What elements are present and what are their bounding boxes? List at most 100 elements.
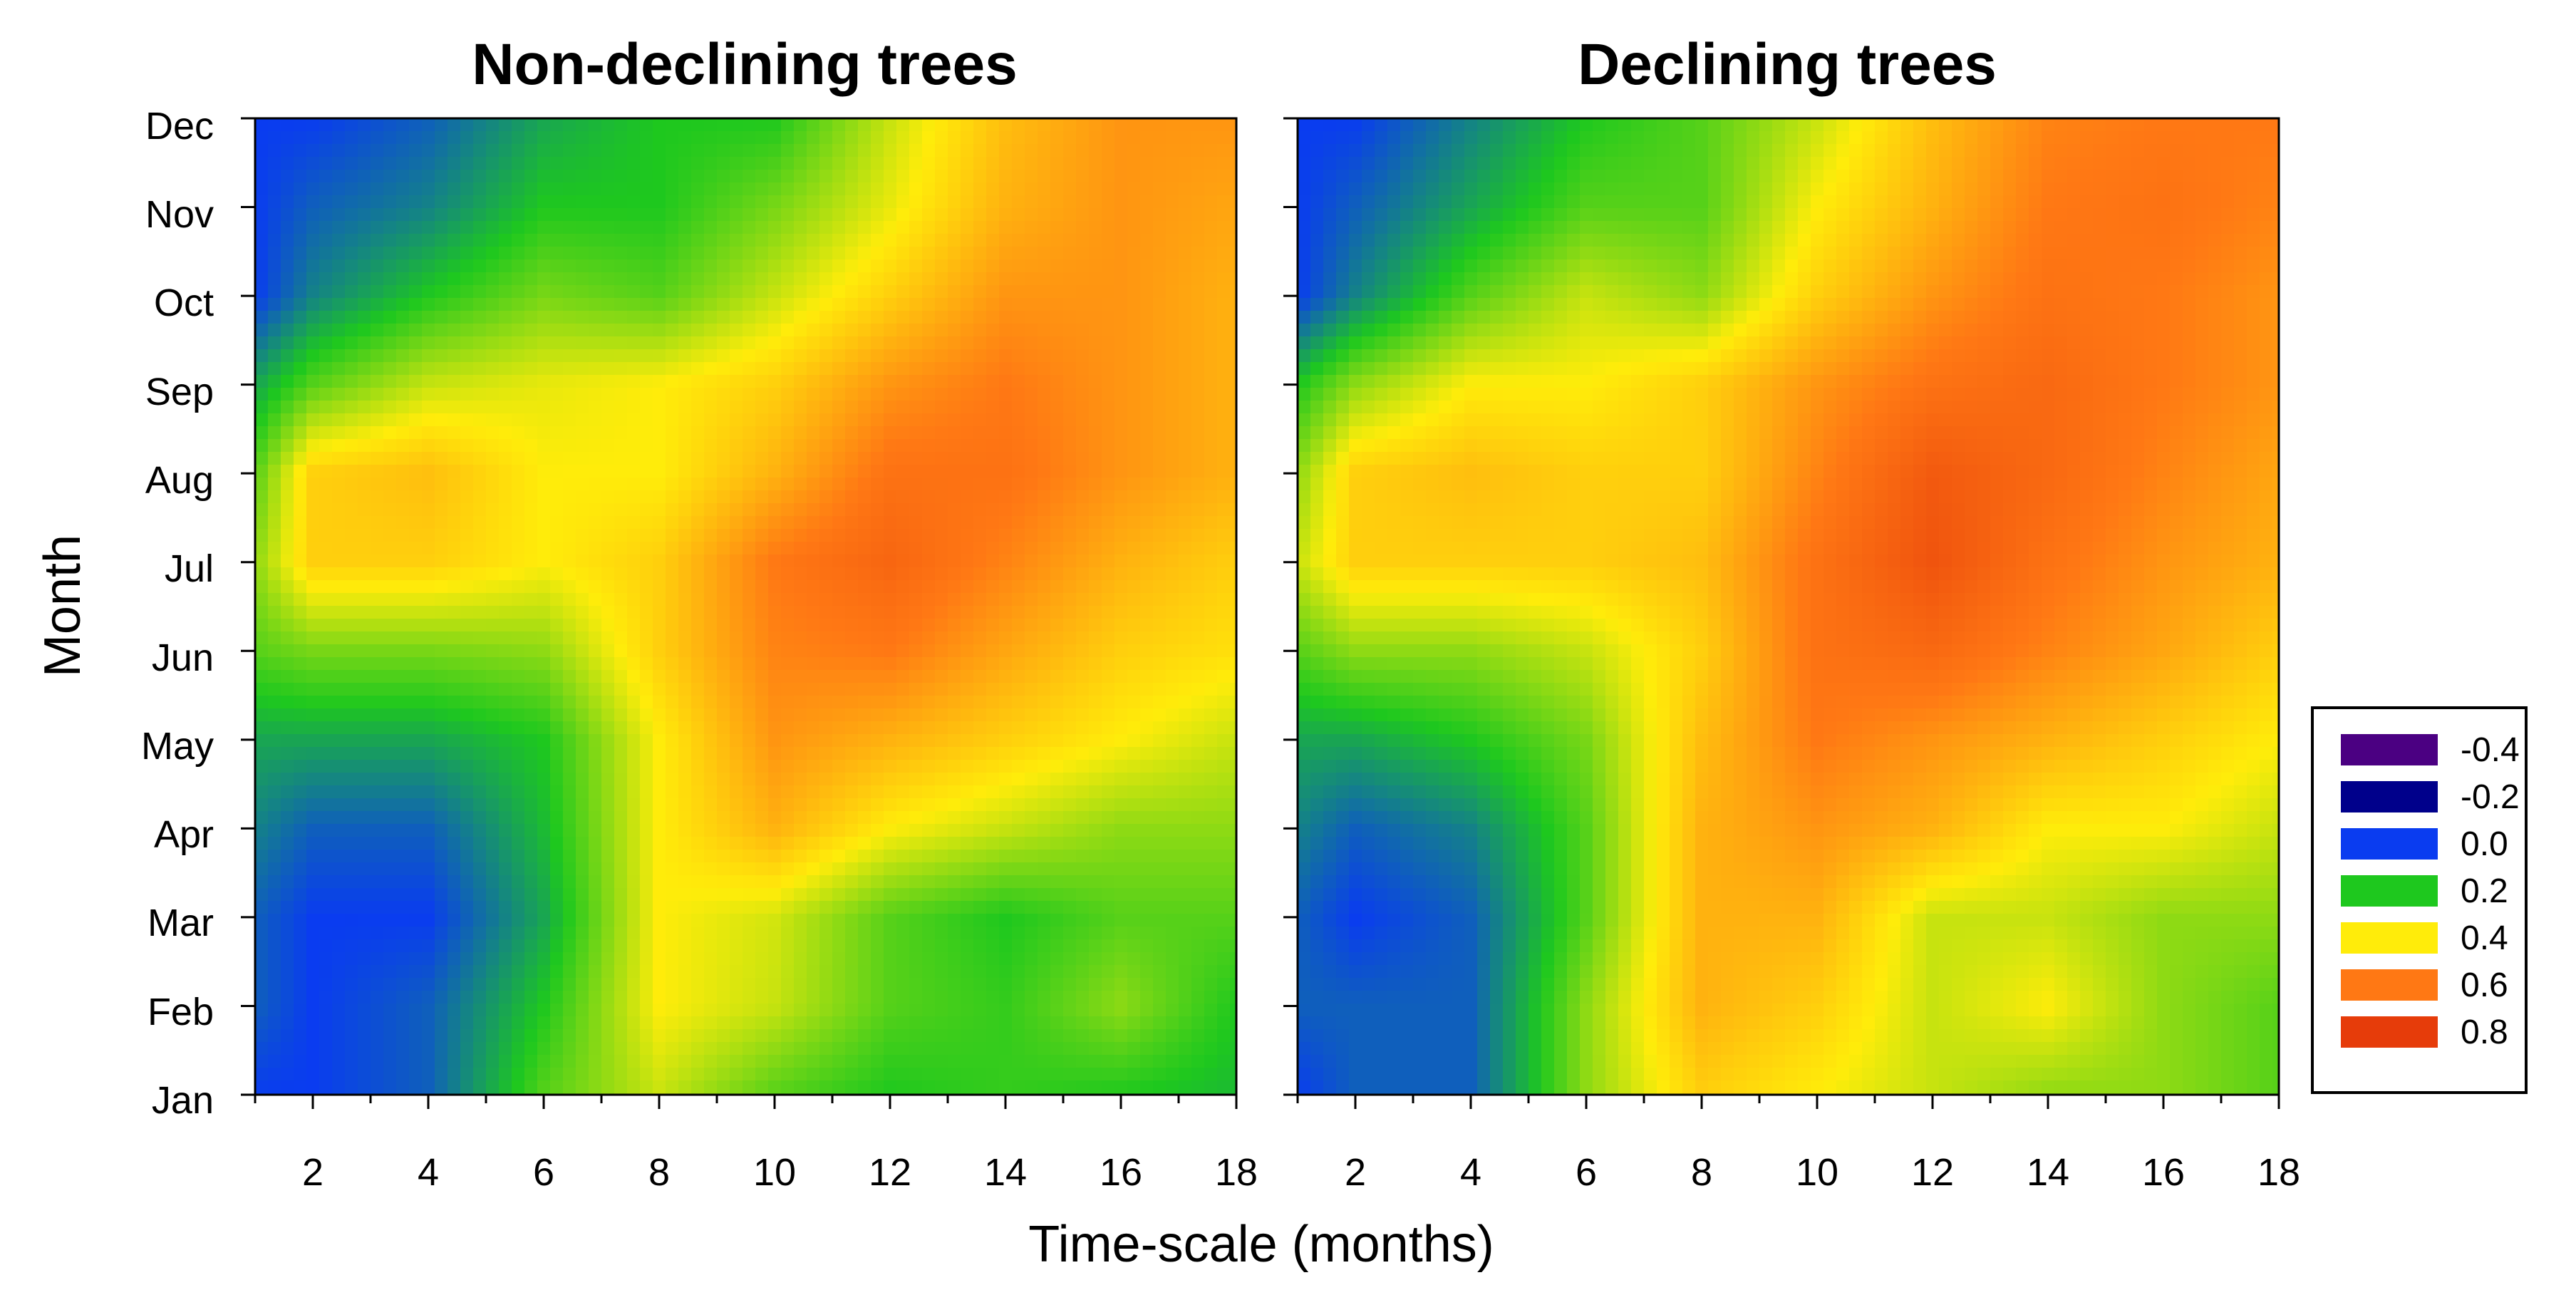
- heatmap-cell: [255, 734, 269, 748]
- heatmap-cell: [294, 850, 307, 863]
- heatmap-cell: [666, 195, 679, 209]
- heatmap-cell: [1063, 195, 1077, 209]
- heatmap-cell: [896, 670, 910, 683]
- heatmap-cell: [448, 516, 461, 530]
- heatmap-cell: [1153, 619, 1167, 632]
- heatmap-cell: [550, 285, 564, 299]
- heatmap-cell: [1025, 619, 1038, 632]
- heatmap-cell: [371, 272, 384, 286]
- heatmap-cell: [1050, 516, 1064, 530]
- heatmap-cell: [1012, 657, 1025, 671]
- heatmap-cell: [1089, 157, 1102, 170]
- heatmap-cell: [281, 696, 294, 709]
- heatmap-cell: [871, 631, 884, 645]
- heatmap-cell: [1050, 542, 1064, 555]
- heatmap-cell: [948, 888, 961, 902]
- heatmap-cell: [1127, 875, 1141, 889]
- heatmap-cell: [743, 901, 756, 914]
- heatmap-cell: [1191, 426, 1205, 440]
- heatmap-cell: [1166, 388, 1179, 401]
- heatmap-cell: [371, 798, 384, 812]
- heatmap-cell: [871, 272, 884, 286]
- heatmap-cell: [678, 157, 692, 170]
- heatmap-cell: [755, 747, 769, 760]
- heatmap-cell: [1025, 837, 1038, 850]
- heatmap-cell: [1166, 734, 1179, 748]
- heatmap-cell: [268, 721, 281, 735]
- heatmap-cell: [961, 644, 974, 658]
- heatmap-cell: [999, 593, 1013, 607]
- heatmap-cell: [1102, 375, 1115, 388]
- heatmap-cell: [999, 580, 1013, 594]
- heatmap-cell: [332, 927, 346, 940]
- heatmap-cell: [1166, 914, 1179, 927]
- heatmap-cell: [1102, 606, 1115, 619]
- heatmap-cell: [730, 785, 743, 799]
- heatmap-cell: [255, 298, 269, 311]
- heatmap-cell: [986, 375, 1000, 388]
- heatmap-cell: [1063, 465, 1077, 478]
- heatmap-cell: [1012, 298, 1025, 311]
- heatmap-cell: [640, 182, 653, 196]
- heatmap-cell: [319, 721, 333, 735]
- heatmap-cell: [768, 144, 782, 158]
- heatmap-cell: [1012, 734, 1025, 748]
- heatmap-cell: [871, 785, 884, 799]
- heatmap-cell: [871, 901, 884, 914]
- heatmap-cell: [422, 195, 435, 209]
- heatmap-cell: [345, 388, 358, 401]
- heatmap-cell: [884, 516, 897, 530]
- heatmap-cell: [537, 362, 551, 376]
- heatmap-cell: [409, 760, 423, 773]
- heatmap-cell: [1114, 413, 1128, 427]
- heatmap-cell: [1063, 657, 1077, 671]
- heatmap-cell: [1230, 375, 1237, 388]
- heatmap-cell: [781, 375, 795, 388]
- heatmap-cell: [499, 349, 512, 363]
- heatmap-cell: [1166, 465, 1179, 478]
- heatmap-cell: [1166, 234, 1179, 247]
- heatmap-cell: [755, 644, 769, 658]
- heatmap-cell: [704, 208, 718, 222]
- heatmap-cell: [1012, 631, 1025, 645]
- heatmap-cell: [345, 439, 358, 453]
- heatmap-cell: [1038, 426, 1051, 440]
- heatmap-cell: [499, 401, 512, 414]
- heatmap-cell: [294, 362, 307, 376]
- heatmap-cell: [512, 170, 525, 183]
- heatmap-cell: [755, 567, 769, 581]
- heatmap-cell: [807, 516, 820, 530]
- heatmap-cell: [268, 324, 281, 337]
- heatmap-cell: [409, 670, 423, 683]
- heatmap-cell: [794, 696, 807, 709]
- heatmap-cell: [319, 439, 333, 453]
- heatmap-cell: [986, 259, 1000, 273]
- heatmap-cell: [396, 683, 410, 696]
- heatmap-cell: [550, 824, 564, 837]
- heatmap-cell: [1217, 901, 1231, 914]
- heatmap-cell: [1166, 644, 1179, 658]
- heatmap-cell: [268, 465, 281, 478]
- heatmap-cell: [922, 413, 936, 427]
- heatmap-cell: [473, 401, 487, 414]
- heatmap-cell: [1140, 542, 1154, 555]
- heatmap-cell: [601, 631, 615, 645]
- heatmap-cell: [1153, 144, 1167, 158]
- heatmap-cell: [1166, 567, 1179, 581]
- heatmap-cell: [1089, 734, 1102, 748]
- heatmap-cell: [986, 631, 1000, 645]
- heatmap-cell: [704, 683, 718, 696]
- heatmap-cell: [755, 503, 769, 517]
- heatmap-cell: [589, 516, 602, 530]
- heatmap-cell: [550, 798, 564, 812]
- heatmap-cell: [730, 234, 743, 247]
- heatmap-cell: [589, 144, 602, 158]
- heatmap-cell: [832, 131, 846, 145]
- heatmap-cell: [1114, 619, 1128, 632]
- heatmap-cell: [1050, 208, 1064, 222]
- heatmap-cell: [396, 837, 410, 850]
- heatmap-cell: [1191, 773, 1205, 786]
- heatmap-cell: [1204, 670, 1218, 683]
- heatmap-cell: [948, 478, 961, 491]
- heatmap-cell: [1166, 850, 1179, 863]
